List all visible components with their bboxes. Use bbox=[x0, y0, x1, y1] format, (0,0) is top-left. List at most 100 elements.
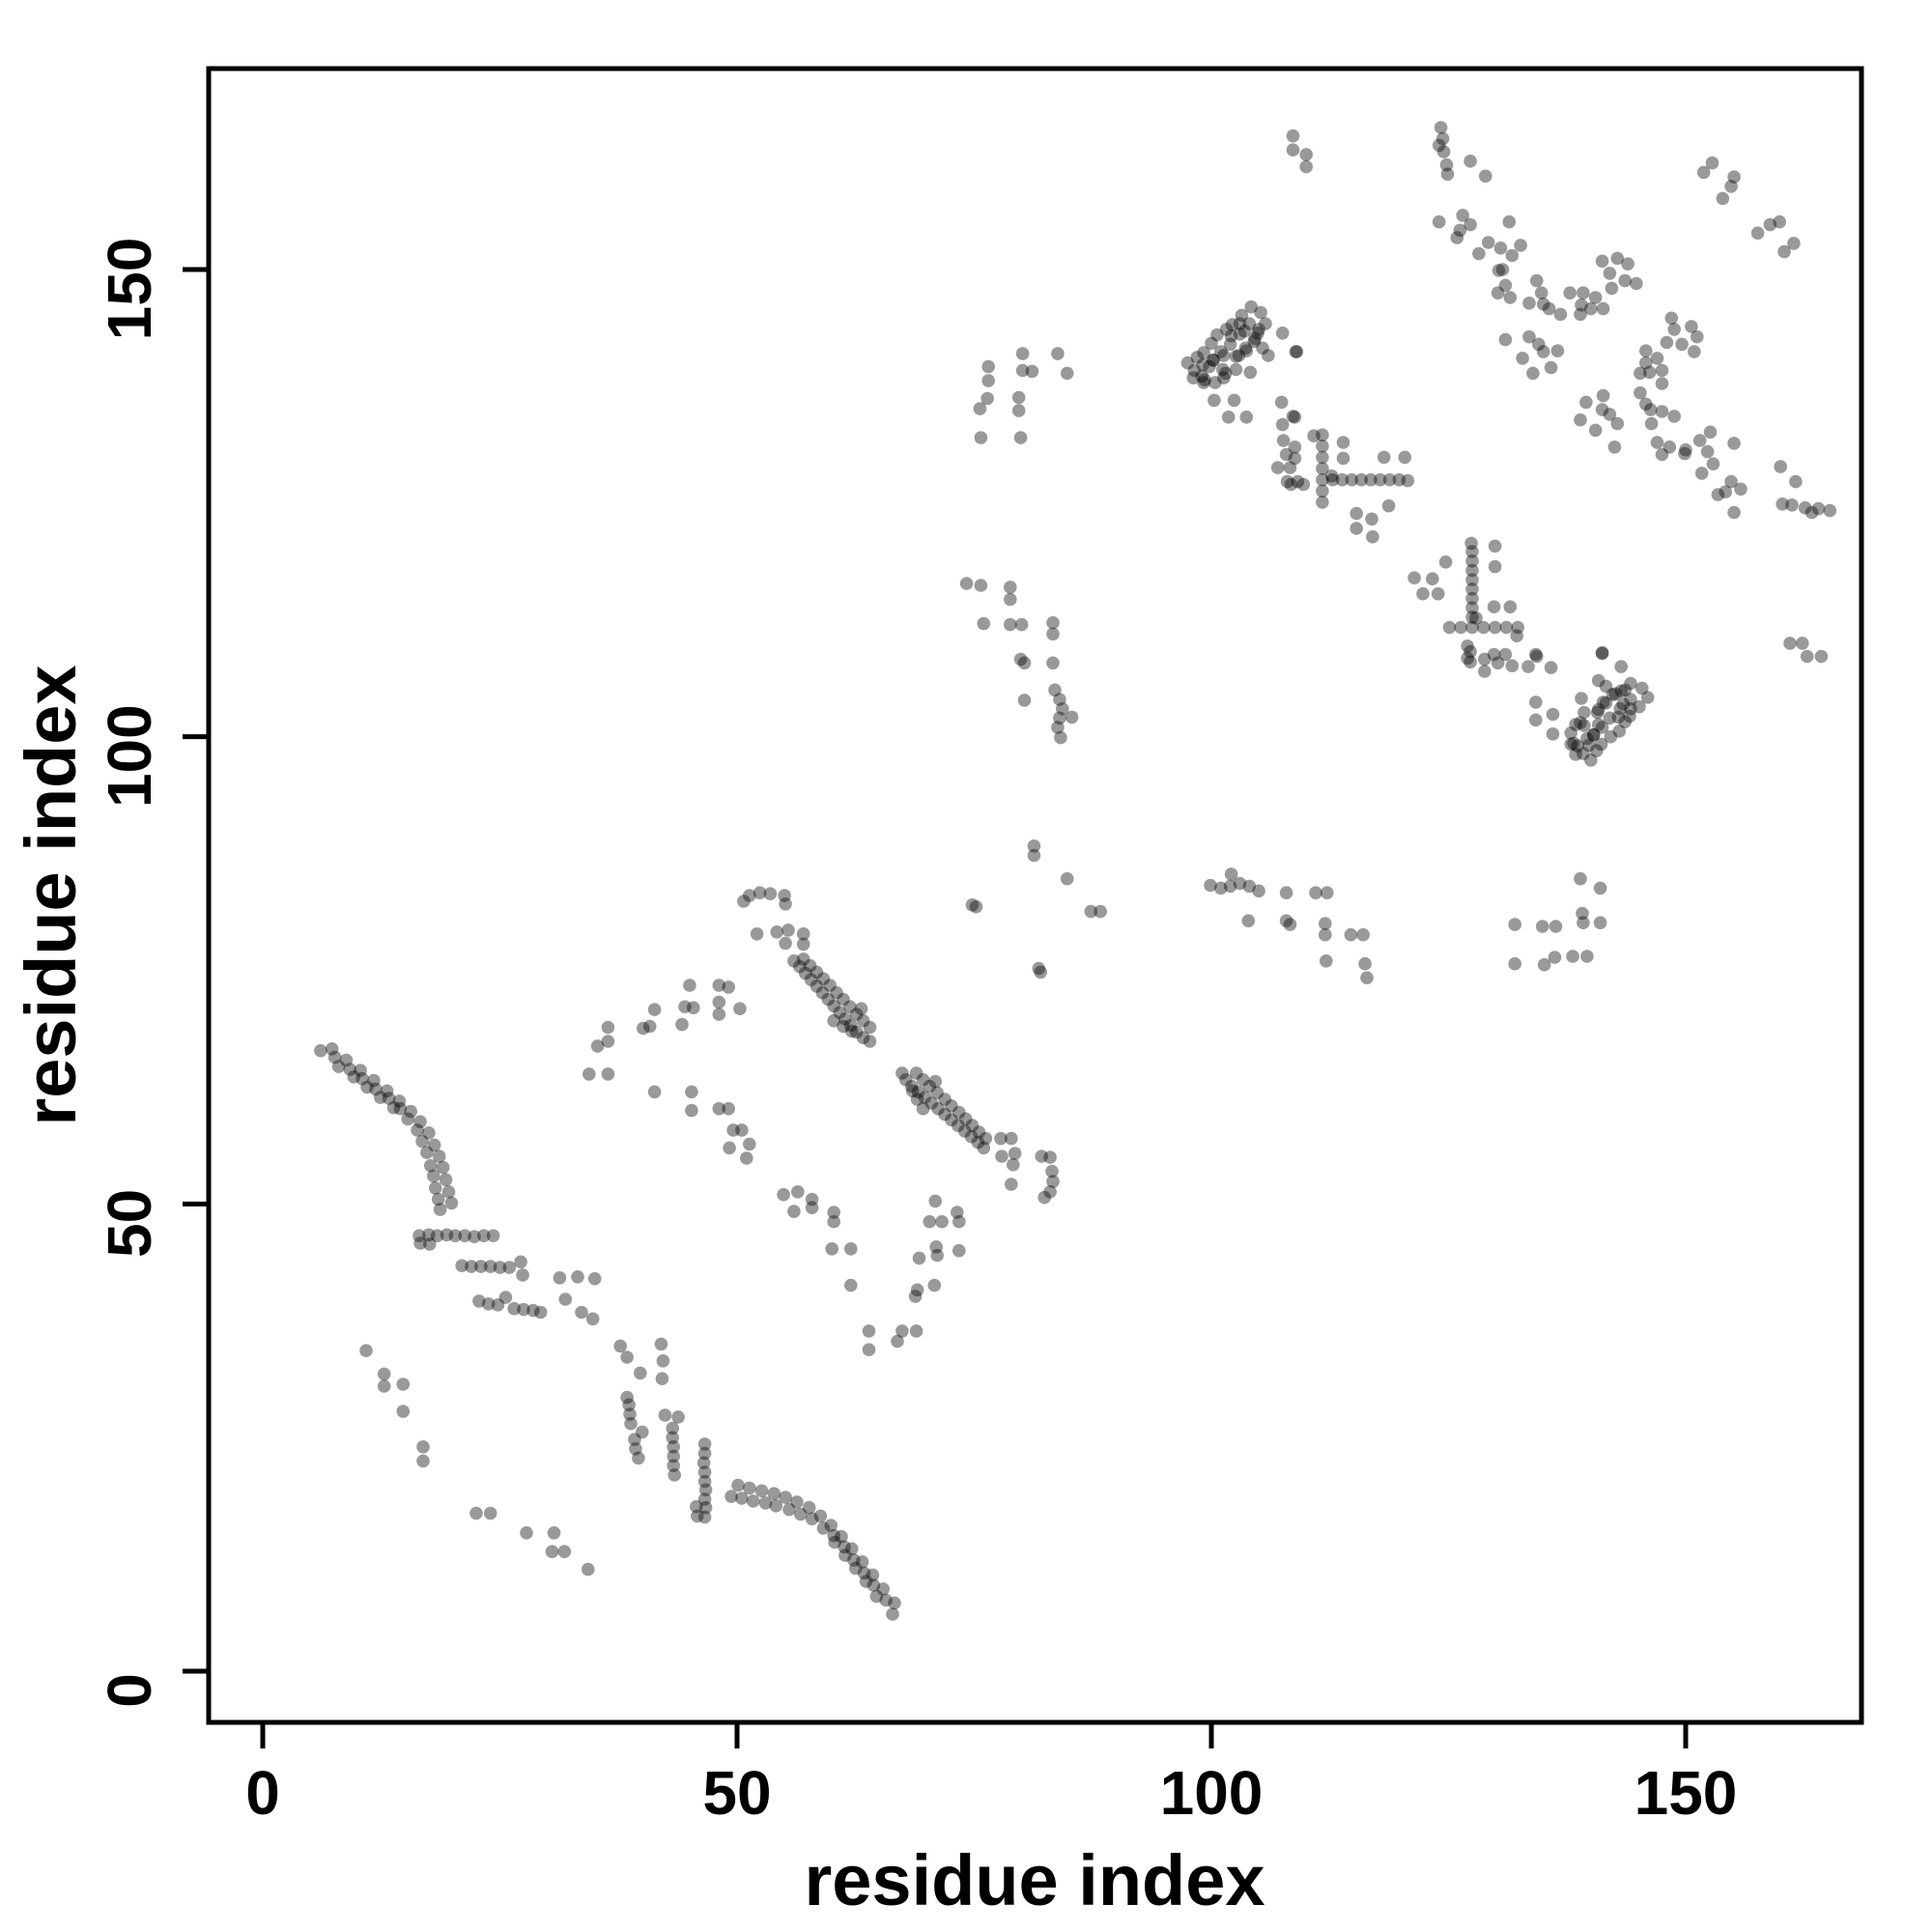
data-point bbox=[1007, 1157, 1020, 1172]
data-point bbox=[733, 1002, 747, 1015]
data-point bbox=[1229, 362, 1243, 377]
data-point bbox=[1254, 305, 1267, 320]
data-point bbox=[754, 1484, 769, 1498]
data-point bbox=[910, 1093, 924, 1106]
data-point bbox=[1564, 737, 1577, 752]
data-point bbox=[433, 1203, 447, 1216]
data-point bbox=[899, 1072, 913, 1087]
data-point bbox=[965, 898, 980, 912]
data-point bbox=[1025, 364, 1039, 379]
data-point bbox=[957, 1124, 972, 1138]
data-point bbox=[823, 979, 837, 992]
data-point bbox=[1574, 412, 1587, 427]
data-point bbox=[787, 1205, 801, 1218]
data-point bbox=[327, 1050, 342, 1065]
data-point bbox=[1060, 871, 1074, 886]
data-point bbox=[1011, 390, 1026, 405]
data-point bbox=[886, 1607, 899, 1621]
data-point bbox=[1288, 440, 1302, 454]
data-point bbox=[1217, 371, 1231, 385]
data-point bbox=[632, 1451, 645, 1465]
data-point bbox=[1488, 620, 1502, 635]
data-point bbox=[790, 1495, 804, 1509]
data-point bbox=[1284, 477, 1298, 492]
data-point bbox=[1614, 684, 1628, 698]
data-point bbox=[1463, 217, 1477, 232]
data-point bbox=[1223, 337, 1237, 352]
data-point bbox=[781, 923, 795, 937]
data-point bbox=[1510, 629, 1523, 642]
axis-ticks-layer bbox=[183, 267, 1689, 1748]
data-point bbox=[1465, 601, 1479, 614]
data-point bbox=[1299, 148, 1313, 161]
data-point bbox=[622, 1398, 636, 1412]
data-point bbox=[624, 1416, 638, 1431]
data-point bbox=[474, 1260, 488, 1273]
data-point bbox=[1491, 656, 1505, 670]
data-point bbox=[486, 1229, 500, 1242]
data-point bbox=[1640, 691, 1655, 704]
data-point bbox=[1442, 620, 1457, 635]
data-point bbox=[491, 1298, 505, 1312]
data-point bbox=[683, 979, 696, 992]
data-point bbox=[1607, 440, 1622, 454]
data-point bbox=[1532, 337, 1546, 352]
data-point bbox=[1596, 696, 1610, 709]
data-point bbox=[1644, 416, 1659, 431]
data-point bbox=[909, 1066, 923, 1080]
data-point bbox=[458, 1229, 472, 1242]
data-point bbox=[1700, 444, 1715, 459]
data-point bbox=[1008, 1147, 1022, 1160]
data-point bbox=[827, 1013, 840, 1028]
data-point bbox=[849, 1008, 864, 1021]
data-point bbox=[1605, 281, 1619, 296]
data-point bbox=[1004, 617, 1017, 632]
data-point bbox=[1434, 121, 1448, 134]
data-point bbox=[1011, 404, 1026, 417]
data-point bbox=[912, 1251, 926, 1265]
x-tick-label: 50 bbox=[702, 1758, 771, 1828]
data-point bbox=[1521, 660, 1535, 673]
data-point bbox=[838, 1012, 852, 1026]
data-point bbox=[1225, 318, 1239, 331]
data-point bbox=[422, 1126, 436, 1140]
data-point bbox=[1678, 446, 1691, 461]
data-point bbox=[354, 1064, 367, 1077]
data-point bbox=[712, 979, 726, 992]
data-point bbox=[1639, 344, 1653, 358]
data-point bbox=[924, 1096, 939, 1110]
data-point bbox=[1642, 365, 1657, 380]
data-point bbox=[1051, 347, 1065, 360]
data-point bbox=[1577, 286, 1590, 300]
data-point bbox=[469, 1506, 483, 1520]
data-point bbox=[493, 1261, 507, 1274]
data-point bbox=[1487, 647, 1501, 662]
data-point bbox=[396, 1378, 411, 1391]
data-point bbox=[844, 1278, 858, 1293]
data-point bbox=[945, 1099, 958, 1113]
data-point bbox=[1664, 311, 1679, 326]
data-point bbox=[675, 1017, 689, 1032]
data-point bbox=[1187, 363, 1202, 378]
data-point bbox=[1032, 961, 1046, 976]
data-point bbox=[895, 1324, 909, 1338]
data-point bbox=[804, 973, 818, 986]
data-point bbox=[1546, 727, 1560, 741]
data-point bbox=[1239, 344, 1254, 358]
data-point bbox=[979, 1131, 993, 1146]
data-point bbox=[1279, 447, 1293, 462]
data-point bbox=[1655, 377, 1669, 390]
data-point bbox=[827, 1206, 840, 1219]
data-point bbox=[1005, 1131, 1018, 1146]
data-point bbox=[1017, 694, 1032, 707]
data-point bbox=[931, 1101, 945, 1116]
y-axis-title: residue index bbox=[11, 665, 91, 1125]
data-point bbox=[1299, 159, 1313, 174]
data-point bbox=[746, 1494, 760, 1508]
data-point bbox=[1495, 263, 1510, 276]
data-point bbox=[377, 1367, 391, 1381]
data-point bbox=[697, 1474, 712, 1489]
data-point bbox=[1580, 950, 1594, 963]
data-point bbox=[816, 972, 831, 985]
